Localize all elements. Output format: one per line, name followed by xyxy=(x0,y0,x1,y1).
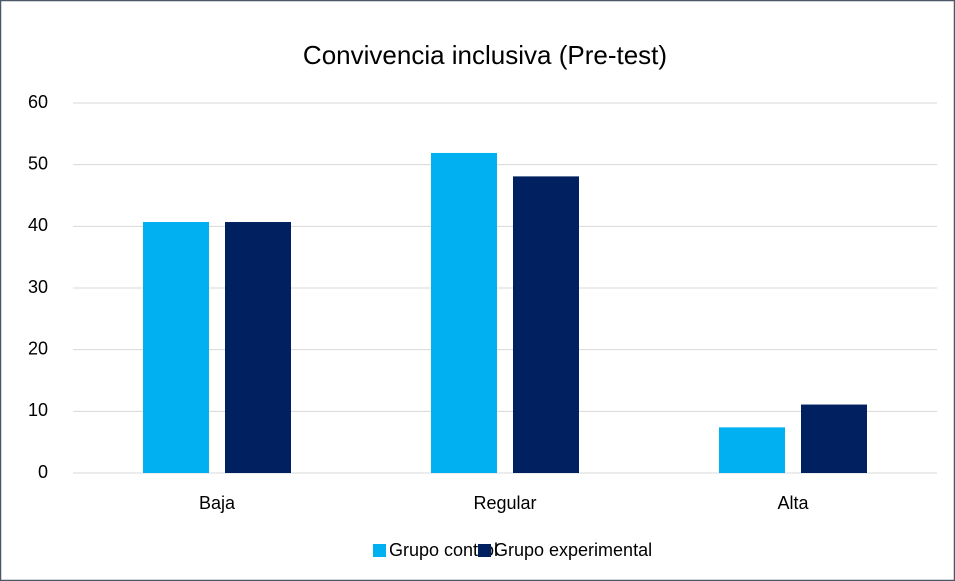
legend-label: Grupo experimental xyxy=(494,540,652,560)
bar xyxy=(801,404,867,473)
y-tick-label: 0 xyxy=(38,462,48,482)
legend-swatch xyxy=(478,544,491,557)
legend-swatch xyxy=(373,544,386,557)
bar xyxy=(719,427,785,473)
bar xyxy=(143,222,209,473)
bar xyxy=(225,222,291,473)
legend-label: Grupo control xyxy=(389,540,498,560)
bar xyxy=(513,176,579,473)
y-tick-label: 60 xyxy=(28,92,48,112)
y-tick-label: 50 xyxy=(28,153,48,173)
x-tick-label: Baja xyxy=(199,493,236,513)
y-tick-label: 20 xyxy=(28,338,48,358)
y-tick-label: 30 xyxy=(28,277,48,297)
chart-title: Convivencia inclusiva (Pre-test) xyxy=(303,40,667,70)
bar xyxy=(431,152,497,473)
x-tick-label: Regular xyxy=(473,493,536,513)
y-tick-label: 10 xyxy=(28,400,48,420)
y-tick-label: 40 xyxy=(28,215,48,235)
x-tick-label: Alta xyxy=(777,493,809,513)
